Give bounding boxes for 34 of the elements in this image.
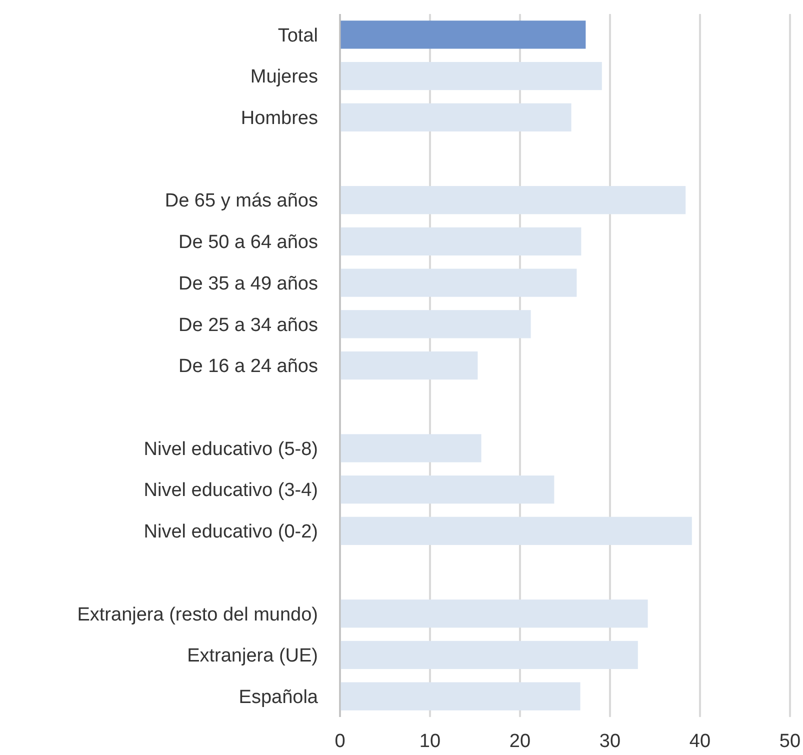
y-tick-label: De 50 a 64 años <box>178 232 318 254</box>
bar <box>340 268 577 297</box>
bar <box>340 640 638 670</box>
y-tick-label: Hombres <box>240 108 318 130</box>
bar <box>340 186 686 214</box>
y-tick-label: Nivel educativo (0-2) <box>144 522 318 543</box>
y-tick-label: Nivel educativo (3-4) <box>144 480 318 502</box>
bar <box>340 682 580 710</box>
bar <box>340 62 602 90</box>
y-tick-label: Extranjera (UE) <box>187 646 318 667</box>
bar <box>340 103 572 132</box>
x-tick-label: 30 <box>599 731 621 752</box>
y-tick-label: Nivel educativo (5-8) <box>144 438 318 460</box>
y-tick-label: De 35 a 49 años <box>178 273 318 294</box>
bar <box>340 20 586 49</box>
y-tick-label: Española <box>238 686 318 708</box>
bar <box>340 351 478 380</box>
bar <box>340 476 554 504</box>
x-tick-label: 20 <box>509 731 531 752</box>
x-tick-label: 10 <box>419 731 441 752</box>
x-tick-label: 50 <box>779 731 801 752</box>
bar <box>340 600 648 628</box>
bar <box>340 227 582 256</box>
y-tick-label: De 25 a 34 años <box>178 314 318 336</box>
y-tick-label: Extranjera (resto del mundo) <box>77 604 318 626</box>
y-tick-label: Mujeres <box>250 66 318 88</box>
y-tick-label: De 16 a 24 años <box>178 356 318 378</box>
bar <box>340 516 692 545</box>
x-tick-label: 0 <box>334 731 346 752</box>
bar <box>340 434 482 462</box>
y-tick-label: Total <box>278 25 318 46</box>
y-tick-label: De 65 y más años <box>164 190 318 212</box>
bar <box>340 310 531 338</box>
x-tick-label: 40 <box>689 731 711 752</box>
